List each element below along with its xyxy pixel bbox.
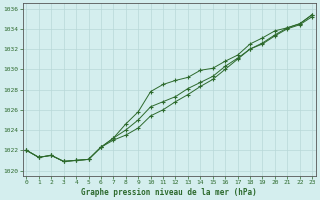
X-axis label: Graphe pression niveau de la mer (hPa): Graphe pression niveau de la mer (hPa) bbox=[81, 188, 257, 197]
